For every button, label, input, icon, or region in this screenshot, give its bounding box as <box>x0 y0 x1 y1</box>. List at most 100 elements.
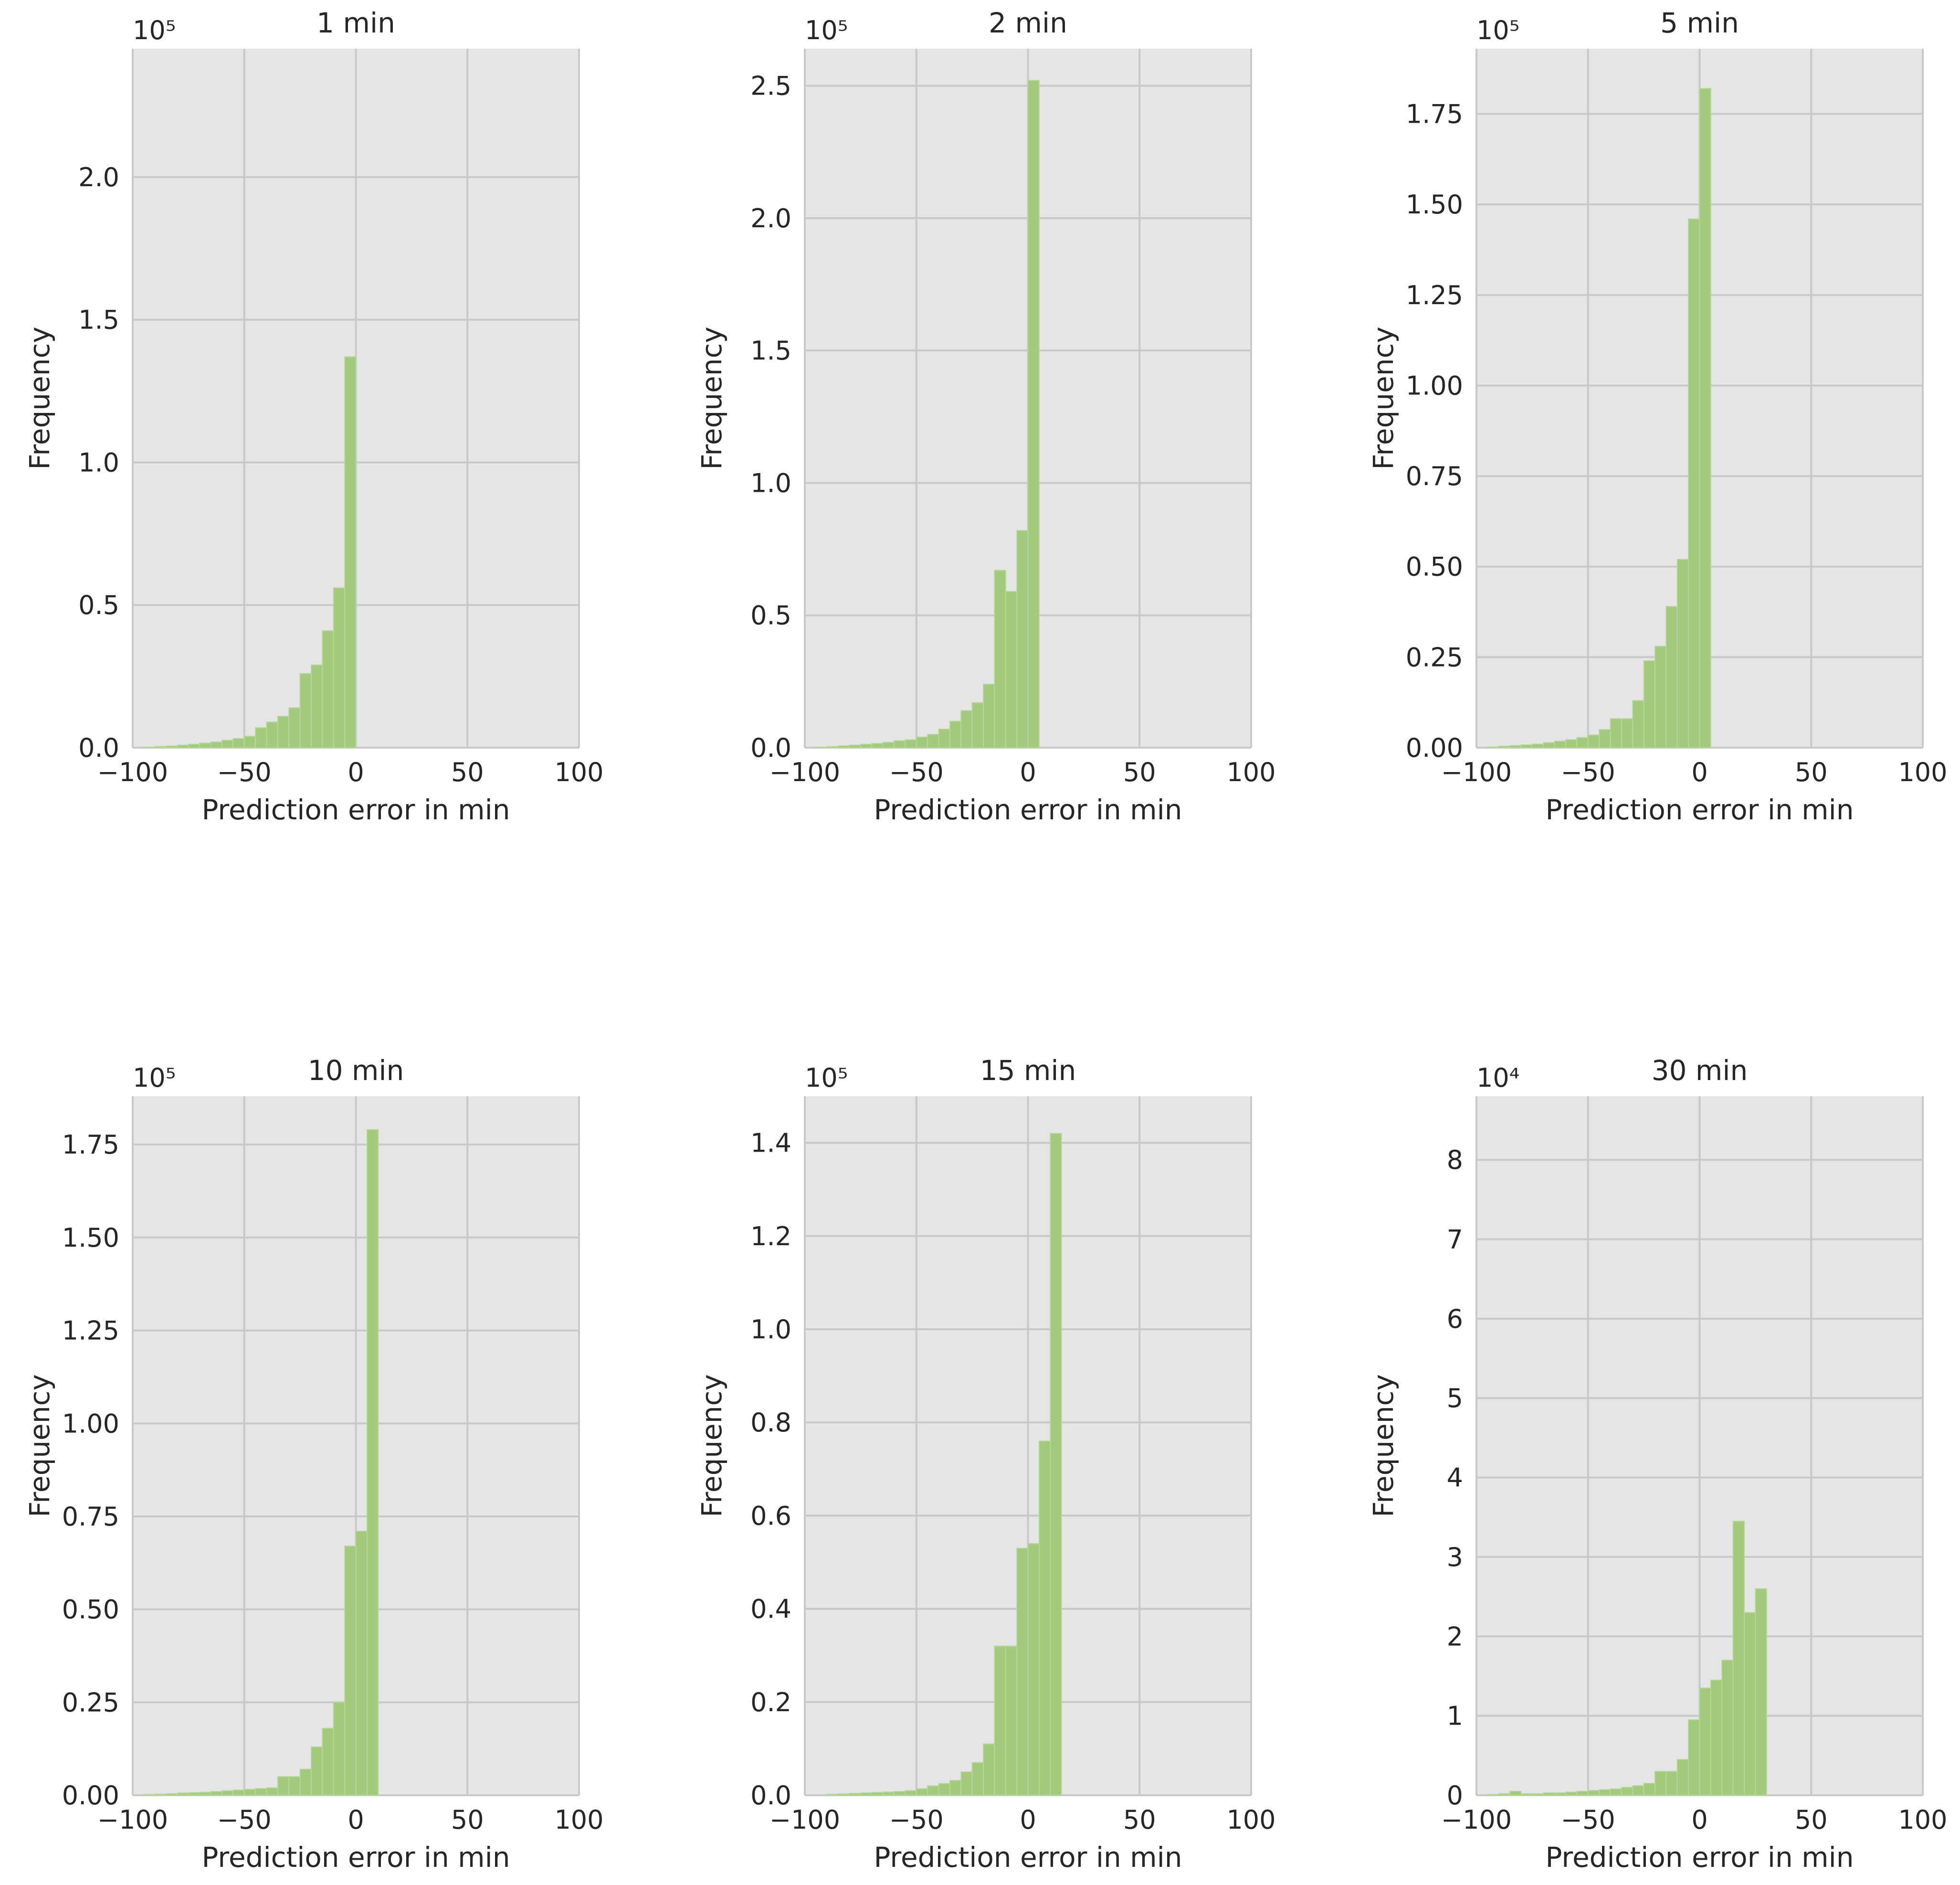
y-axis-label: Frequency <box>1367 327 1400 470</box>
x-tick-label: −100 <box>1441 1805 1512 1835</box>
histogram-bar <box>1621 1787 1633 1796</box>
x-tick-label: −100 <box>769 1805 840 1835</box>
histogram-bar <box>1565 1791 1578 1796</box>
histogram-bar <box>299 673 312 748</box>
x-tick-label: 50 <box>1123 757 1156 787</box>
histogram-bar <box>1744 1612 1756 1796</box>
y-tick-label: 0.00 <box>1406 733 1463 763</box>
x-tick-label: 0 <box>348 757 364 787</box>
y-tick-label: 2.0 <box>750 203 791 233</box>
y-tick-label: 1.00 <box>62 1408 119 1439</box>
histogram-bar <box>905 1790 917 1796</box>
x-tick-label: −50 <box>217 1805 272 1835</box>
histogram-bar <box>826 746 839 749</box>
y-tick-label: 1.4 <box>750 1128 791 1158</box>
chart-panel-6: −100 −50 0 50 100 0 1 2 3 4 5 6 7 8 Prediction error i… <box>1367 1054 1948 1874</box>
histogram-bar <box>1498 1793 1511 1796</box>
histogram-bar <box>1610 1788 1622 1796</box>
x-tick-label: 50 <box>451 1805 484 1835</box>
histogram-bar <box>1576 1790 1589 1796</box>
histogram-bar <box>143 1794 156 1796</box>
y-tick-label: 1.0 <box>750 468 791 498</box>
histogram-bar <box>1554 741 1566 748</box>
chart-title: 2 min <box>989 7 1067 39</box>
histogram-bar <box>1576 737 1589 748</box>
histogram-bar <box>983 683 995 748</box>
histogram-bar <box>1027 80 1040 749</box>
x-tick-label: −50 <box>1561 757 1615 787</box>
histogram-bar <box>255 727 267 748</box>
histogram-bar <box>221 1790 234 1796</box>
y-tick-label: 2.0 <box>78 162 119 192</box>
y-tick-label: 0.5 <box>78 590 119 620</box>
histogram-bar <box>177 744 189 749</box>
x-tick-label: 0 <box>1020 757 1036 787</box>
x-tick-label: 100 <box>1898 1805 1947 1835</box>
histogram-bar <box>1005 591 1018 749</box>
x-tick-label: 0 <box>1691 757 1707 787</box>
x-tick-label: 100 <box>554 1805 603 1835</box>
y-axis-label: Frequency <box>695 1374 728 1517</box>
histogram-bar <box>905 739 917 749</box>
y-tick-label: 0.6 <box>750 1501 791 1531</box>
histogram-bar <box>994 570 1006 749</box>
chart-title: 30 min <box>1652 1054 1748 1087</box>
y-tick-label: 0.50 <box>62 1595 119 1625</box>
histogram-bar <box>1654 646 1667 748</box>
histogram-bar <box>1643 1783 1655 1796</box>
x-tick-label: 100 <box>1226 757 1275 787</box>
histogram-bar <box>882 741 895 748</box>
chart-panel-1: −100 −50 0 50 100 0.0 0.5 1.0 1.5 2.0 Prediction e… <box>23 7 604 826</box>
chart-title: 15 min <box>980 1054 1076 1087</box>
histogram-bar <box>344 356 357 748</box>
histogram-bar <box>960 710 973 749</box>
y-tick-label: 6 <box>1447 1304 1463 1334</box>
y-axis-label: Frequency <box>1367 1374 1400 1517</box>
histogram-bar <box>938 729 950 748</box>
histogram-bar <box>1599 729 1611 748</box>
x-tick-label: −100 <box>1441 757 1512 787</box>
y-tick-label: 0.50 <box>1406 552 1463 582</box>
histogram-bar <box>1654 1771 1667 1796</box>
x-tick-label: 100 <box>554 757 603 787</box>
y-tick-label: 0.8 <box>750 1408 791 1438</box>
y-tick-label: 0.0 <box>750 733 791 763</box>
scale-multiplier: 10⁴ <box>1476 1063 1519 1093</box>
x-tick-label: −100 <box>97 1805 168 1835</box>
histogram-bar <box>311 664 323 748</box>
histogram-bar <box>1027 1543 1040 1796</box>
y-tick-label: 0 <box>1447 1780 1463 1811</box>
histogram-bar <box>1543 1792 1555 1796</box>
x-tick-label: 50 <box>1123 1805 1156 1835</box>
x-tick-label: 0 <box>348 1805 364 1835</box>
y-tick-label: 1.75 <box>62 1130 119 1160</box>
chart-panel-4: −100 −50 0 50 100 0.00 0.25 0.50 0.75 1.00 1.25 1.5… <box>23 1054 604 1874</box>
histogram-bar <box>971 1762 984 1796</box>
histogram-bar <box>333 587 346 749</box>
y-tick-label: 1.5 <box>78 305 119 335</box>
histogram-bar <box>1565 739 1578 748</box>
histogram-bar <box>1732 1521 1745 1796</box>
x-tick-label: 50 <box>1795 757 1828 787</box>
x-tick-label: 0 <box>1020 1805 1036 1835</box>
x-axis-label: Prediction error in min <box>201 794 510 826</box>
histogram-bar <box>849 744 861 749</box>
chart-panel-5: −100 −50 0 50 100 0.0 0.2 0.4 0.6 0.8 1.0 1.2 1.4 Pre… <box>695 1054 1276 1874</box>
histogram-bar <box>277 1776 290 1796</box>
y-tick-label: 0.25 <box>62 1687 119 1717</box>
scale-multiplier: 10⁵ <box>805 15 848 45</box>
y-tick-label: 0.25 <box>1406 642 1463 672</box>
y-tick-label: 1.2 <box>750 1221 791 1251</box>
histogram-bar <box>322 630 334 748</box>
x-tick-label: −50 <box>889 1805 944 1835</box>
y-tick-label: 0.0 <box>750 1780 791 1811</box>
histogram-bar <box>1509 1790 1522 1796</box>
histogram-bar <box>1520 744 1533 749</box>
y-axis-label: Frequency <box>695 327 728 470</box>
histogram-bar <box>243 1789 256 1796</box>
histogram-bar <box>1016 1547 1029 1796</box>
histogram-bar <box>166 745 178 748</box>
x-tick-label: −100 <box>97 757 168 787</box>
y-tick-label: 1.0 <box>78 447 119 477</box>
